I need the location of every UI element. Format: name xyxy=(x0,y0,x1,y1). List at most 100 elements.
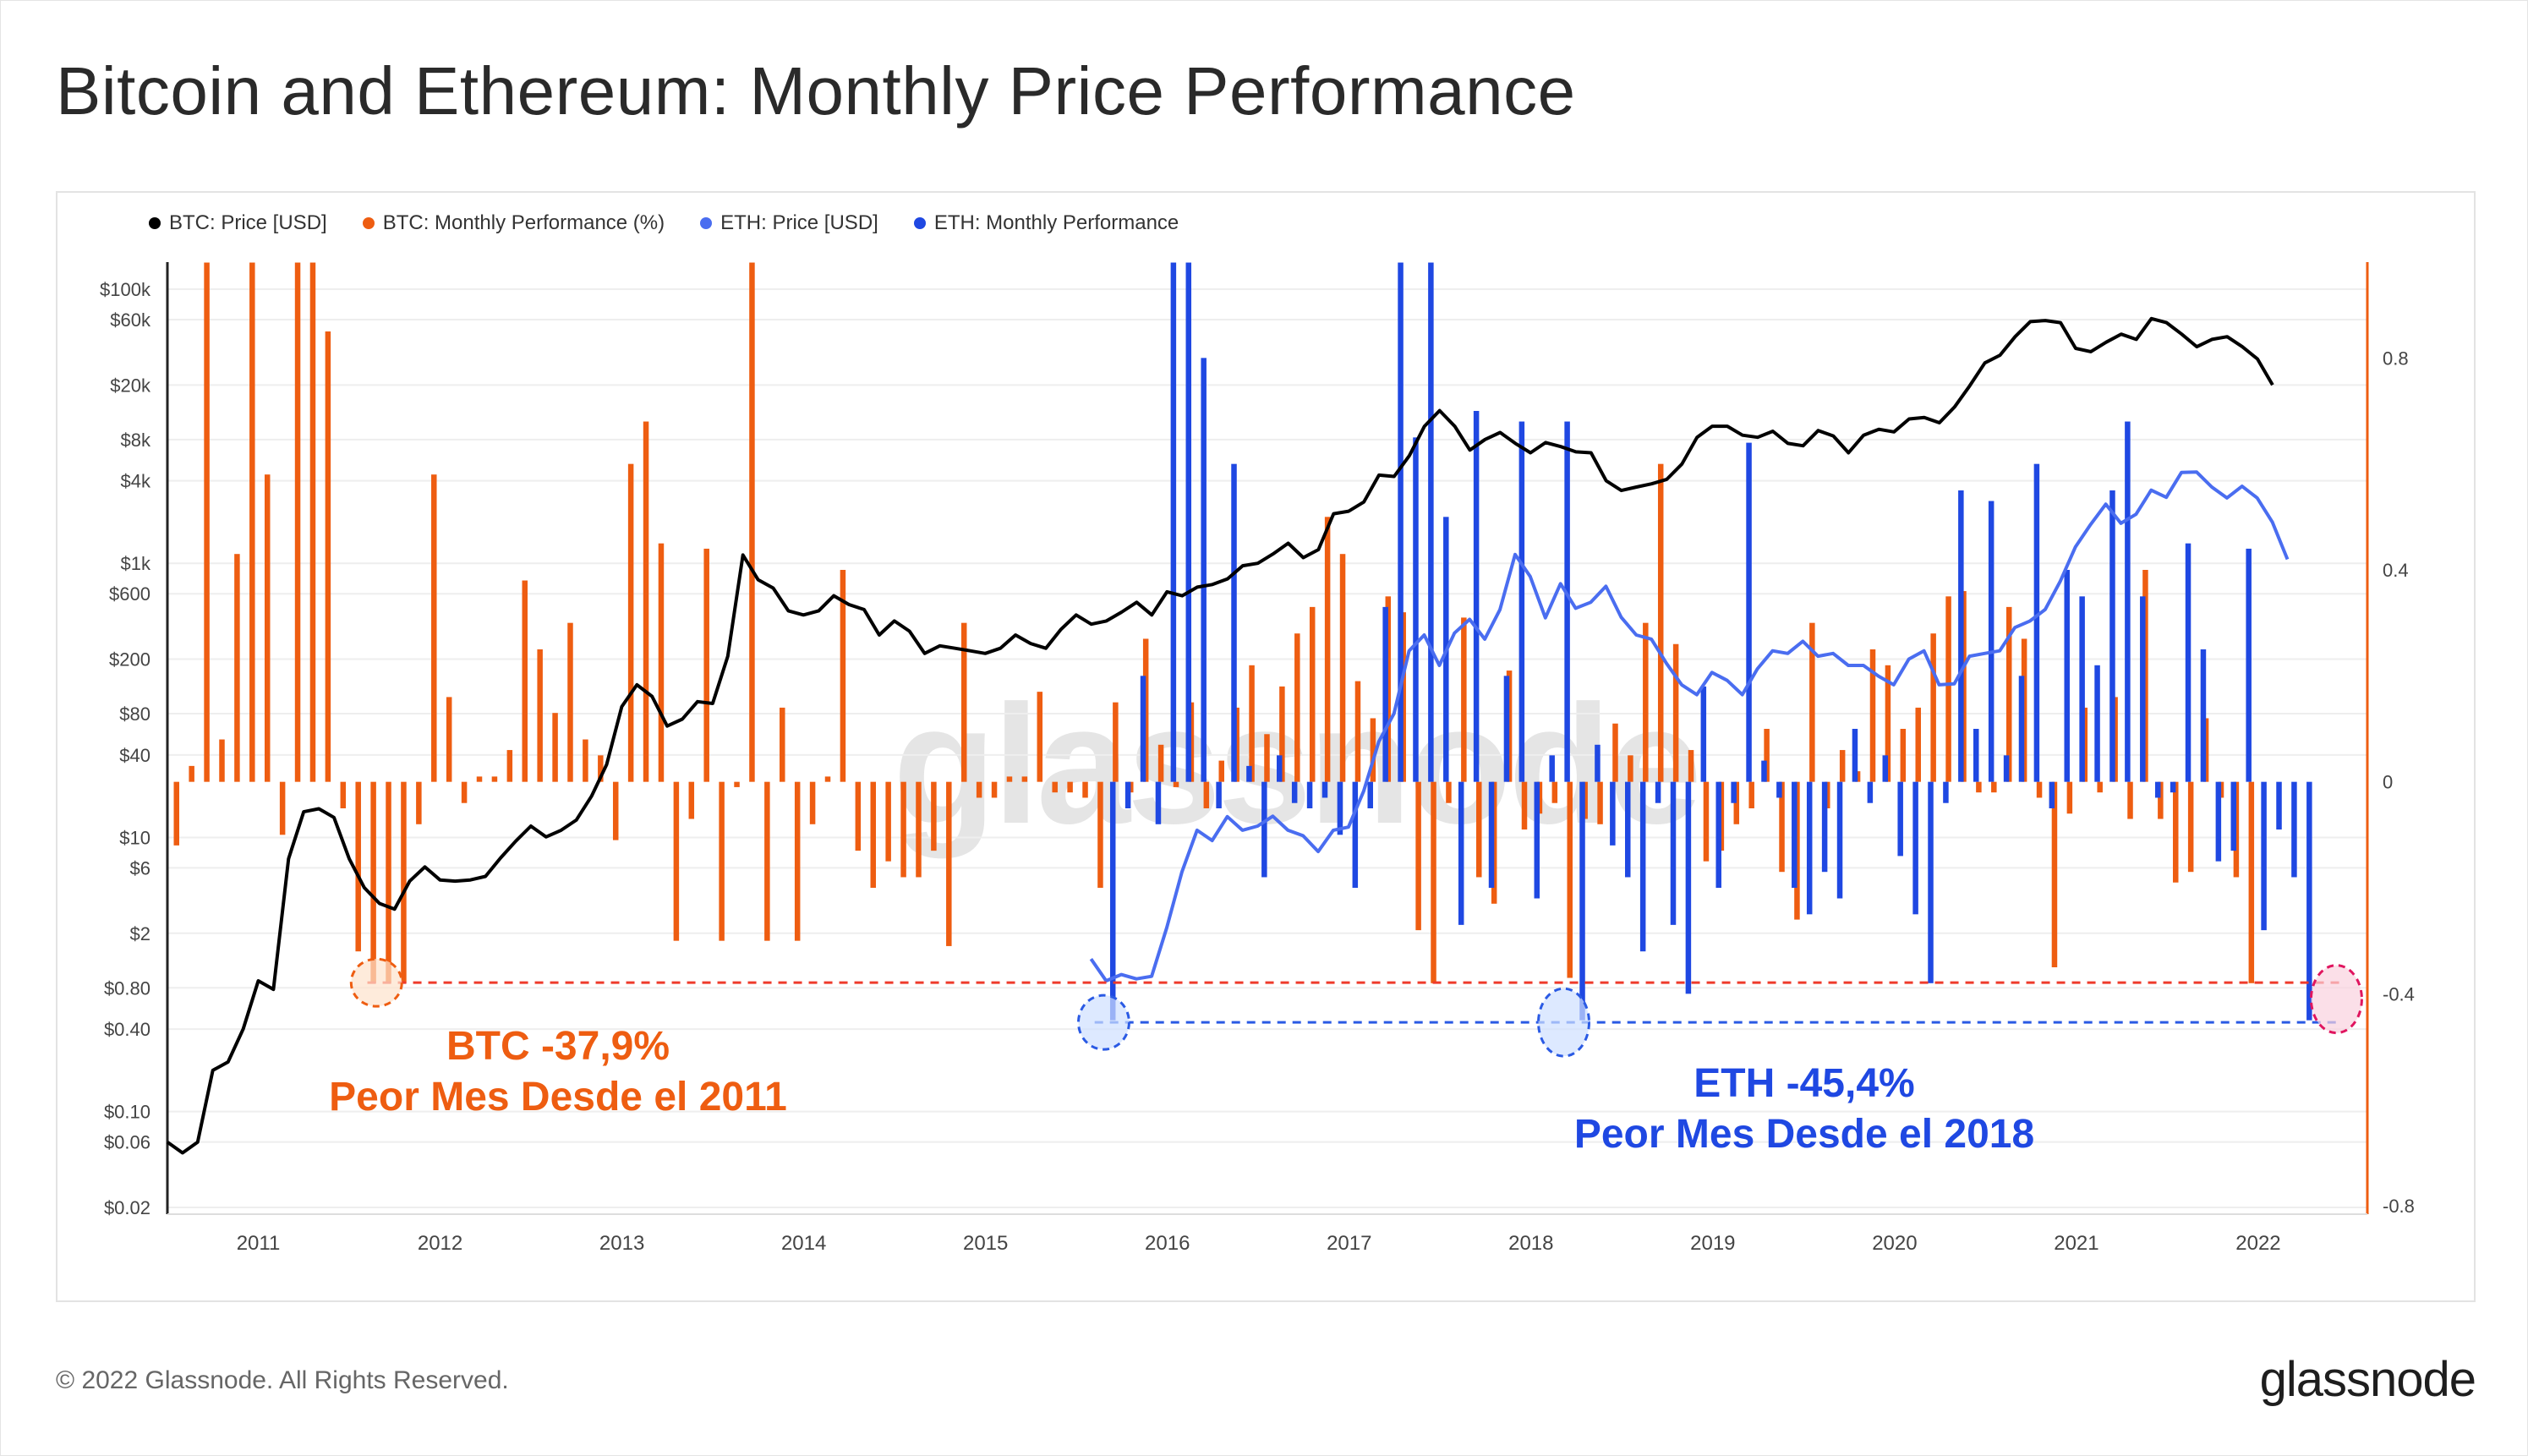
eth-performance-bar xyxy=(1458,781,1464,925)
btc-performance-bar xyxy=(1006,776,1013,782)
btc-performance-bar xyxy=(1446,781,1452,803)
legend: BTC: Price [USD] BTC: Monthly Performanc… xyxy=(149,211,1179,235)
btc-performance-bar xyxy=(446,697,452,782)
btc-performance-bar xyxy=(1218,760,1224,782)
btc-performance-bar xyxy=(1476,781,1482,878)
x-tick-label: 2011 xyxy=(237,1232,281,1255)
eth-performance-bar xyxy=(1564,421,1570,782)
eth-performance-bar xyxy=(1185,262,1192,782)
legend-item-eth-performance[interactable]: ETH: Monthly Performance xyxy=(913,211,1179,235)
btc-performance-bar xyxy=(1431,781,1436,983)
btc-performance-bar xyxy=(1869,649,1876,782)
eth-performance-bar xyxy=(1201,358,1207,782)
btc-performance-bar xyxy=(991,781,998,798)
eth-performance-bar xyxy=(1912,781,1918,915)
btc-worst-month-annotation: BTC -37,9% Peor Mes Desde el 2011 xyxy=(321,1021,795,1123)
eth-performance-bar xyxy=(1231,463,1237,782)
btc-performance-bar xyxy=(703,548,709,782)
btc-performance-bar xyxy=(1628,755,1633,782)
eth-performance-bar xyxy=(2079,596,2085,782)
btc-performance-bar xyxy=(946,781,952,946)
left-tick-label: $600 xyxy=(109,583,150,605)
legend-item-btc-price[interactable]: BTC: Price [USD] xyxy=(149,211,327,235)
page-title: Bitcoin and Ethereum: Monthly Price Perf… xyxy=(56,53,1576,129)
legend-item-eth-price[interactable]: ETH: Price [USD] xyxy=(700,211,878,235)
btc-performance-bar xyxy=(1461,617,1467,782)
eth-performance-bar xyxy=(1428,262,1434,782)
legend-item-btc-performance[interactable]: BTC: Monthly Performance (%) xyxy=(362,211,665,235)
btc-performance-bar xyxy=(2051,781,2058,967)
btc-performance-bar xyxy=(960,622,967,782)
right-tick-label: -0.8 xyxy=(2383,1196,2415,1217)
btc-performance-bar xyxy=(476,776,483,782)
left-tick-label: $2 xyxy=(130,923,150,944)
btc-performance-bar xyxy=(855,781,862,851)
eth-performance-bar xyxy=(1761,760,1767,782)
legend-label: BTC: Price [USD] xyxy=(169,211,327,234)
legend-label: ETH: Price [USD] xyxy=(720,211,878,234)
eth-performance-bar xyxy=(1109,781,1116,1021)
btc-performance-bar xyxy=(1597,781,1603,824)
btc-performance-bar xyxy=(1567,781,1573,978)
btc-performance-bar xyxy=(749,262,755,782)
legend-dot-icon xyxy=(149,217,161,229)
btc-performance-bar xyxy=(658,543,665,782)
btc-performance-bar xyxy=(1945,596,1951,782)
eth-performance-bar xyxy=(1579,781,1585,1021)
btc-performance-bar xyxy=(1521,781,1528,830)
btc-performance-bar xyxy=(370,781,376,983)
eth-performance-bar xyxy=(1170,262,1177,782)
x-tick-label: 2018 xyxy=(1508,1232,1553,1255)
btc-performance-bar xyxy=(1037,692,1043,782)
eth-performance-bar xyxy=(2261,781,2267,931)
eth-performance-bar xyxy=(1731,781,1737,803)
btc-performance-bar xyxy=(1551,781,1558,803)
btc-performance-bar xyxy=(2187,781,2194,873)
legend-label: ETH: Monthly Performance xyxy=(933,211,1179,234)
eth-performance-bar xyxy=(1595,744,1601,782)
btc-performance-bar xyxy=(688,781,695,819)
eth-annotation-line2: Peor Mes Desde el 2018 xyxy=(1573,1112,2035,1157)
btc-performance-bar xyxy=(916,781,922,878)
eth-performance-bar xyxy=(2094,665,2100,782)
btc-performance-bar xyxy=(583,739,588,782)
btc-performance-bar xyxy=(1779,781,1785,873)
btc-performance-bar xyxy=(401,781,407,983)
x-tick-label: 2017 xyxy=(1327,1232,1371,1255)
eth-performance-bar xyxy=(1836,781,1843,899)
eth-performance-bar xyxy=(1216,781,1222,808)
eth-performance-bar xyxy=(1473,411,1480,782)
left-tick-label: $10 xyxy=(119,827,150,848)
btc-performance-bar xyxy=(1067,781,1073,793)
btc-performance-bar xyxy=(2248,781,2255,983)
btc-performance-bar xyxy=(522,580,528,782)
eth-performance-bar xyxy=(1655,781,1661,803)
btc-performance-bar xyxy=(1021,776,1028,782)
btc-performance-bar xyxy=(719,781,725,941)
right-tick-label: -0.4 xyxy=(2383,983,2415,1004)
eth-performance-bar xyxy=(2170,781,2176,793)
left-tick-label: $6 xyxy=(130,857,150,879)
left-tick-label: $20k xyxy=(110,375,151,396)
left-tick-label: $0.06 xyxy=(104,1132,150,1153)
btc-performance-bar xyxy=(309,262,316,782)
eth-performance-bar xyxy=(1382,606,1388,782)
eth-performance-bar xyxy=(1277,755,1283,782)
eth-performance-bar xyxy=(1852,729,1858,782)
eth-performance-bar xyxy=(1398,262,1404,782)
btc-performance-bar xyxy=(416,781,422,824)
btc-performance-bar xyxy=(627,463,634,782)
left-tick-label: $1k xyxy=(121,553,151,574)
btc-performance-bar xyxy=(1703,781,1710,862)
btc-performance-bar xyxy=(1839,750,1846,782)
eth-performance-bar xyxy=(1321,781,1328,798)
btc-performance-bar xyxy=(1900,729,1907,782)
eth-performance-bar xyxy=(2154,781,2161,798)
btc-performance-bar xyxy=(612,781,619,840)
btc-performance-bar xyxy=(1339,554,1346,782)
eth-performance-bar xyxy=(1625,781,1631,878)
btc-performance-bar xyxy=(1249,665,1255,782)
btc-annotation-line2: Peor Mes Desde el 2011 xyxy=(329,1075,787,1119)
left-tick-label: $200 xyxy=(109,649,150,671)
eth-performance-bar xyxy=(1261,781,1267,878)
